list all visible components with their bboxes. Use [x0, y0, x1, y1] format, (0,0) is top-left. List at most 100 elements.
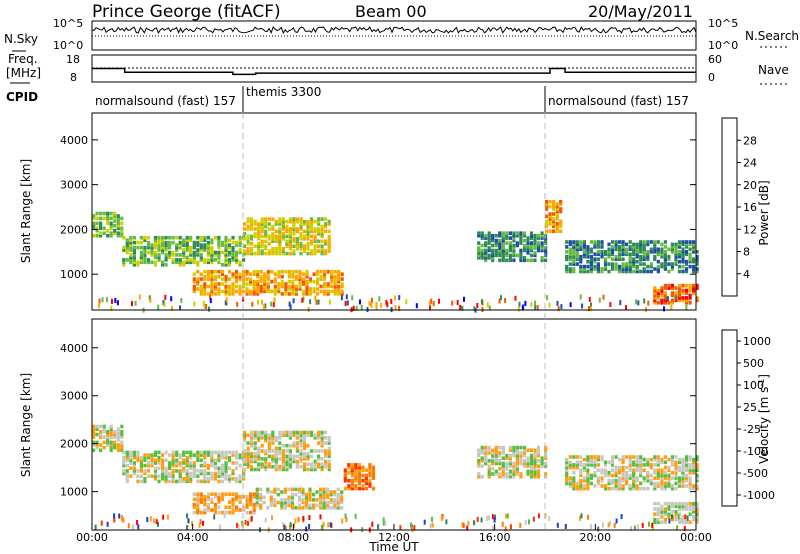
heatmap-cell [635, 457, 639, 462]
heatmap-cell [529, 236, 534, 240]
heatmap-cell [168, 466, 172, 471]
heatmap-speckle [244, 519, 247, 525]
heatmap-cell [264, 467, 268, 472]
heatmap-cell [305, 282, 309, 286]
heatmap-cell [361, 478, 365, 483]
heatmap-cell [559, 222, 563, 226]
heatmap-cell [575, 247, 579, 252]
heatmap-cell [182, 450, 186, 455]
heatmap-cell [132, 240, 136, 245]
heatmap-cell [625, 250, 629, 254]
heatmap-cell [308, 287, 313, 291]
heatmap-cell [519, 241, 523, 245]
heatmap-cell [234, 466, 239, 471]
heatmap-cell [217, 235, 221, 240]
freq-left-label-2: [MHz] [6, 66, 41, 80]
heatmap-speckle [314, 295, 317, 301]
heatmap-cell [116, 219, 120, 223]
heatmap-speckle [580, 513, 583, 519]
heatmap-cell [681, 473, 685, 478]
heatmap-cell [113, 445, 117, 450]
heatmap-cell [292, 251, 296, 256]
heatmap-speckle [134, 300, 137, 306]
heatmap-cell [319, 274, 323, 279]
heatmap-cell [660, 471, 664, 475]
heatmap-cell [298, 277, 302, 281]
heatmap-cell [120, 432, 124, 437]
heatmap-cell [529, 258, 534, 263]
heatmap-cell [635, 264, 639, 269]
heatmap-cell [109, 443, 113, 447]
heatmap-cell [653, 301, 657, 305]
heatmap-cell [224, 248, 228, 252]
heatmap-cell [305, 289, 309, 294]
heatmap-cell [283, 500, 287, 505]
heatmap-cell [257, 465, 261, 469]
heatmap-cell [660, 509, 664, 514]
heatmap-cell [649, 247, 653, 252]
heatmap-speckle [514, 295, 517, 301]
heatmap-cell [660, 515, 664, 519]
heatmap-cell [203, 474, 207, 478]
heatmap-cell [670, 504, 674, 509]
date-title: 20/May/2011 [588, 2, 693, 21]
heatmap-cell [122, 458, 126, 463]
heatmap-cell [330, 277, 334, 281]
heatmap-cell [508, 469, 512, 474]
heatmap-cell [273, 287, 277, 291]
heatmap-cell [674, 257, 678, 261]
heatmap-cell [260, 227, 264, 231]
heatmap-cell [178, 463, 182, 468]
heatmap-cell [234, 258, 239, 262]
heatmap-cell [656, 481, 660, 486]
heatmap-cell [178, 240, 182, 245]
heatmap-cell [252, 505, 256, 510]
heatmap-cell [227, 284, 232, 289]
heatmap-cell [255, 490, 259, 494]
heatmap-cell [271, 232, 275, 236]
heatmap-cell [322, 492, 326, 497]
heatmap-cell [559, 219, 563, 224]
heatmap-cell [92, 432, 96, 437]
heatmap-cell [545, 199, 549, 204]
heatmap-cell [632, 242, 636, 247]
heatmap-cell [621, 471, 625, 475]
heatmap-speckle [283, 524, 286, 530]
heatmap-cell [695, 463, 699, 467]
heatmap-cell [189, 474, 193, 478]
heatmap-cell [252, 492, 256, 496]
heatmap-cell [501, 253, 505, 258]
heatmap-cell [536, 241, 541, 245]
heatmap-cell [505, 456, 509, 460]
heatmap-cell [600, 267, 604, 271]
heatmap-cell [340, 289, 344, 294]
heatmap-cell [621, 252, 625, 257]
heatmap-cell [324, 239, 328, 244]
heatmap-cell [491, 248, 495, 253]
heatmap-cell [290, 487, 294, 492]
heatmap-cell [302, 433, 307, 437]
heatmap-cell [491, 258, 495, 263]
heatmap-cell [238, 292, 242, 296]
heatmap-cell [677, 501, 682, 506]
heatmap-cell [324, 451, 328, 456]
heatmap-cell [299, 454, 303, 459]
heatmap-cell [192, 260, 196, 265]
heatmap-cell [498, 453, 502, 458]
heatmap-cell [203, 260, 207, 265]
heatmap-cell [522, 453, 527, 458]
heatmap-cell [568, 240, 572, 244]
heatmap-speckle [677, 514, 680, 520]
heatmap-speckle [384, 520, 387, 526]
heatmap-cell [161, 245, 165, 250]
heatmap-cell [175, 243, 179, 247]
heatmap-cell [143, 253, 147, 257]
heatmap-speckle [98, 303, 101, 309]
heatmap-cell [143, 248, 147, 252]
heatmap-cell [628, 476, 632, 480]
heatmap-cell [99, 216, 103, 221]
heatmap-cell [269, 495, 273, 500]
heatmap-cell [285, 251, 289, 256]
heatmap-cell [628, 252, 632, 257]
heatmap-cell [281, 443, 285, 448]
